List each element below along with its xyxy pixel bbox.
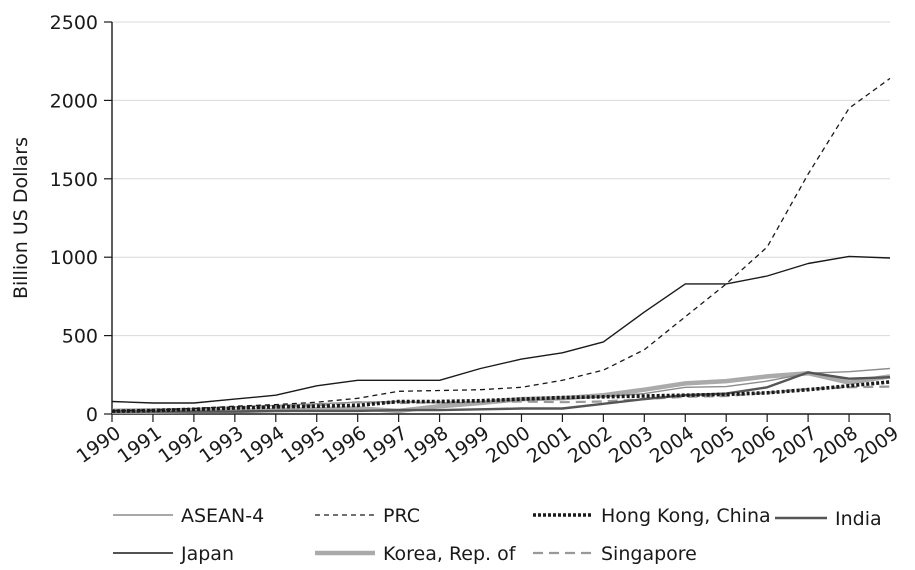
legend-label-singapore: Singapore [601, 543, 697, 565]
x-tick-label: 1997 [359, 422, 411, 468]
x-tick-label: 1999 [441, 422, 493, 468]
axes: 0 500 1000 1500 2000 2500 19901991199219931994… [50, 12, 903, 468]
legend-label-korea-rep-of: Korea, Rep. of [383, 543, 517, 565]
x-tick-label: 2002 [564, 422, 616, 468]
x-tick-label: 2000 [482, 422, 534, 468]
x-tick-label: 1994 [236, 422, 288, 468]
legend: ASEAN-4 PRC Hong Kong, China India Japan Kore… [113, 505, 882, 565]
x-tick-label: 1998 [400, 422, 452, 468]
x-tick-label: 1992 [155, 422, 207, 468]
legend-label-hong-kong-china: Hong Kong, China [601, 505, 771, 527]
x-tick-label: 1993 [195, 422, 247, 468]
series-line-singapore [111, 385, 891, 412]
series-line-india [112, 371, 891, 413]
y-tick-label: 2500 [50, 12, 98, 34]
x-tick-label: 2006 [728, 422, 780, 468]
y-tick-label: 500 [62, 326, 98, 348]
x-tick-label: 2001 [523, 422, 575, 468]
x-tick-label: 1996 [318, 422, 370, 468]
x-tick-label: 2007 [769, 422, 821, 468]
x-tick-label: 1990 [73, 422, 125, 468]
series-lines [111, 77, 891, 414]
legend-label-asean-4: ASEAN-4 [181, 505, 264, 527]
legend-label-japan: Japan [180, 543, 234, 565]
x-tick-label: 2008 [810, 422, 862, 468]
x-tick-label: 2009 [851, 422, 903, 468]
x-tick-label: 1991 [114, 422, 166, 468]
series-line-prc [111, 77, 891, 412]
x-tick-label: 1995 [277, 422, 329, 468]
y-axis-title: Billion US Dollars [10, 137, 32, 299]
gridlines [112, 21, 890, 337]
series-line-japan [111, 255, 891, 404]
y-tick-label: 0 [86, 404, 98, 426]
y-tick-label: 1000 [50, 247, 98, 269]
legend-label-prc: PRC [383, 505, 420, 527]
legend-label-india: India [835, 508, 882, 530]
y-tick-label: 1500 [50, 169, 98, 191]
x-tick-label: 2004 [646, 422, 698, 468]
x-tick-label: 2003 [605, 422, 657, 468]
x-tick-label: 2005 [687, 422, 739, 468]
y-tick-label: 2000 [50, 90, 98, 112]
